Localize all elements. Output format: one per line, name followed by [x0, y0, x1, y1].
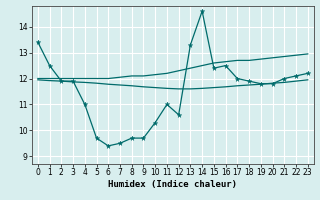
X-axis label: Humidex (Indice chaleur): Humidex (Indice chaleur): [108, 180, 237, 189]
